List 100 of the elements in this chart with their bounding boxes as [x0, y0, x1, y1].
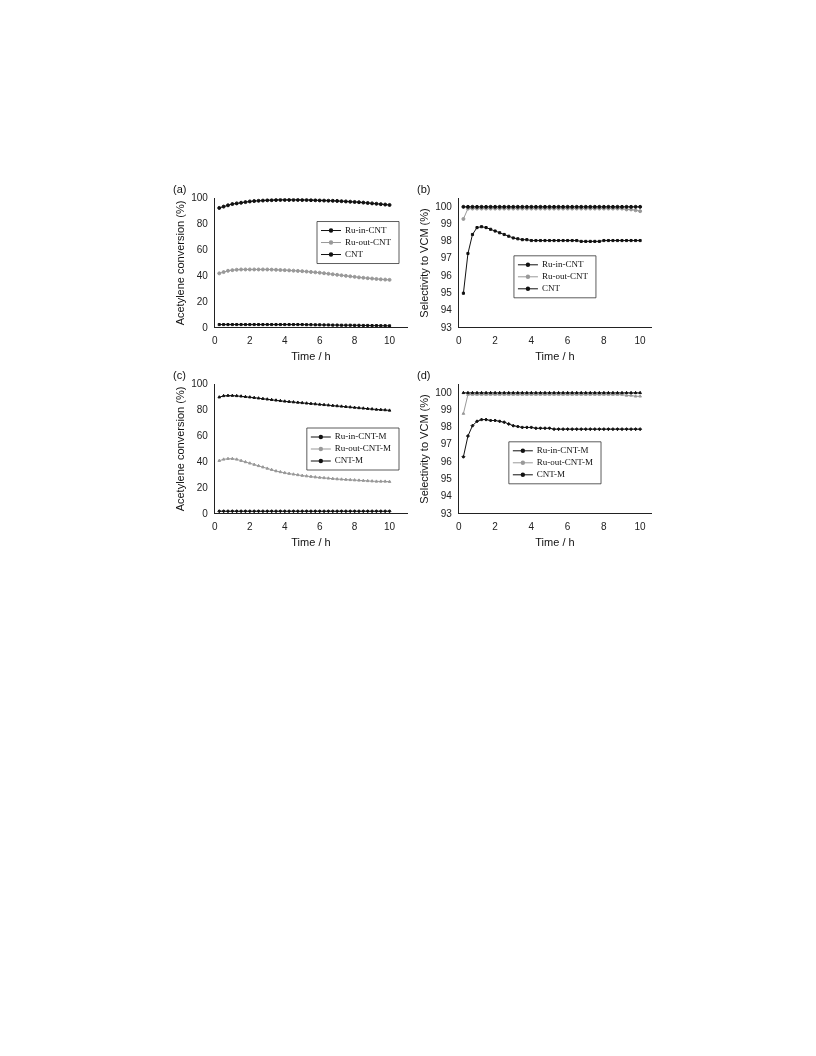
- legend-label: Ru-in-CNT-M: [334, 431, 387, 442]
- point: [379, 407, 383, 411]
- point: [529, 425, 534, 430]
- y-tick-label: 40: [196, 455, 209, 467]
- point: [511, 236, 515, 240]
- y-tick-label: 0: [202, 507, 209, 519]
- point: [357, 405, 361, 410]
- point: [542, 426, 547, 431]
- point: [225, 509, 230, 514]
- point: [291, 472, 296, 476]
- point: [221, 509, 226, 514]
- point: [502, 232, 506, 237]
- y-tick-label: 94: [440, 304, 453, 316]
- x-axis-title: Time / h: [535, 536, 575, 549]
- point: [489, 227, 493, 231]
- point: [278, 509, 283, 514]
- point: [252, 395, 256, 399]
- point: [230, 509, 235, 514]
- y-axis-title: Acetylene conversion (%): [173, 200, 186, 326]
- point: [511, 423, 516, 428]
- y-tick-label: 0: [202, 321, 209, 333]
- point: [304, 401, 309, 405]
- point: [624, 427, 629, 432]
- point: [615, 238, 620, 243]
- point: [278, 398, 283, 403]
- point: [379, 479, 383, 483]
- point: [348, 509, 353, 514]
- point: [461, 411, 466, 415]
- point: [322, 402, 326, 407]
- point: [217, 509, 222, 514]
- x-axis-title: Time / h: [291, 536, 331, 549]
- point: [304, 474, 309, 478]
- point: [330, 476, 335, 480]
- point: [515, 424, 520, 429]
- point: [638, 427, 643, 432]
- x-tick-label: 6: [316, 520, 323, 532]
- x-tick-label: 10: [634, 520, 647, 532]
- x-tick-label: 0: [456, 334, 463, 346]
- point: [547, 426, 552, 431]
- point: [356, 509, 361, 514]
- y-tick-label: 80: [196, 217, 209, 229]
- x-tick-label: 0: [212, 520, 219, 532]
- x-tick-label: 6: [564, 334, 571, 346]
- point: [620, 427, 624, 432]
- point: [256, 509, 261, 514]
- point: [243, 459, 248, 464]
- point: [230, 456, 235, 460]
- point: [317, 509, 322, 514]
- point: [326, 509, 331, 514]
- point: [370, 407, 374, 411]
- point: [629, 427, 634, 432]
- legend-label: Ru-in-CNT: [541, 259, 584, 270]
- legend-label: Ru-out-CNT: [345, 236, 392, 247]
- point: [633, 394, 638, 398]
- point: [287, 509, 292, 514]
- point: [339, 509, 344, 514]
- point: [291, 509, 296, 514]
- point: [269, 509, 274, 514]
- point: [606, 427, 611, 432]
- point: [466, 251, 470, 256]
- x-tick-label: 0: [212, 334, 219, 346]
- point: [357, 478, 361, 482]
- y-tick-label: 20: [196, 481, 209, 493]
- point: [602, 238, 606, 243]
- point: [361, 478, 366, 482]
- x-tick-label: 2: [247, 520, 254, 532]
- point: [387, 408, 392, 412]
- point: [217, 395, 222, 399]
- point: [256, 396, 261, 400]
- point: [638, 394, 642, 398]
- point: [252, 462, 256, 466]
- point: [597, 239, 601, 243]
- point: [282, 470, 287, 475]
- point: [498, 231, 502, 235]
- point: [221, 457, 226, 461]
- point: [520, 238, 524, 242]
- point: [239, 394, 243, 398]
- y-tick-label: 93: [440, 321, 453, 333]
- point: [502, 420, 507, 425]
- point: [365, 406, 370, 410]
- point: [309, 401, 313, 405]
- point: [330, 403, 335, 407]
- point: [538, 426, 543, 431]
- point: [265, 509, 270, 514]
- point: [296, 472, 300, 477]
- point: [239, 509, 244, 514]
- point: [361, 509, 366, 514]
- point: [352, 509, 357, 514]
- point: [243, 394, 248, 399]
- x-tick-label: 2: [492, 520, 499, 532]
- point: [234, 509, 239, 514]
- point: [633, 390, 638, 395]
- y-tick-label: 100: [435, 200, 453, 212]
- point: [506, 421, 511, 426]
- point: [261, 396, 265, 400]
- chart-title: (a): [173, 182, 187, 195]
- y-tick-label: 60: [196, 243, 209, 255]
- y-tick-label: 96: [440, 455, 453, 467]
- y-tick-label: 40: [196, 269, 209, 281]
- point: [230, 393, 235, 397]
